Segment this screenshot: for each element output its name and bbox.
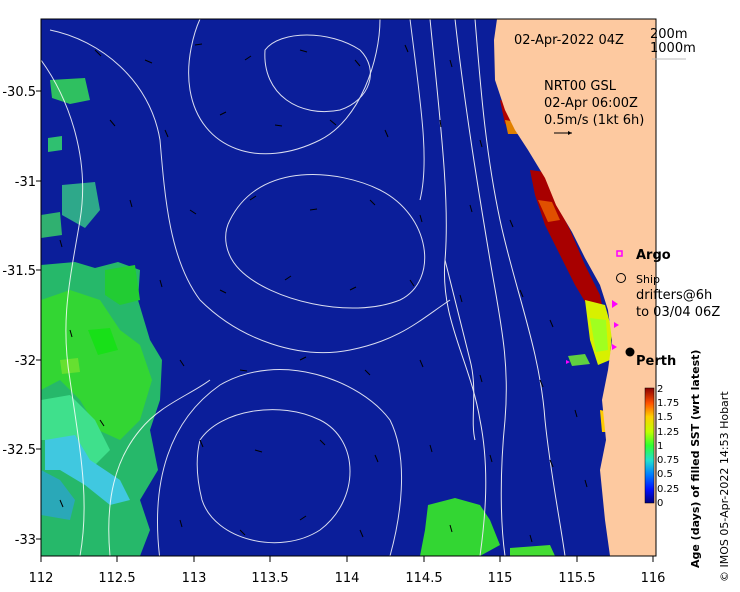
- currents-scale-arrowhead: [568, 131, 572, 135]
- colorbar-tick: 0.5: [657, 469, 673, 480]
- drifters-label-1: drifters@6h: [636, 288, 712, 303]
- axis-tick-marks: [36, 90, 654, 562]
- x-tick-label: 114: [335, 571, 360, 586]
- current-streamlines: [41, 19, 451, 556]
- contour-legend-1000m: 1000m: [650, 41, 696, 56]
- plot-frame: [40, 18, 657, 557]
- ship-icon: [616, 273, 626, 283]
- colorbar-tick: 1: [657, 441, 663, 452]
- ship-label: Ship: [636, 273, 660, 286]
- y-tick-label: -32: [15, 354, 36, 369]
- y-axis: -30.5 -31 -31.5 -32 -32.5 -33: [2, 85, 36, 548]
- header-date: 02-Apr-2022 04Z: [514, 33, 624, 48]
- x-axis: 112 112.5 113 113.5 114 114.5 115 115.5 …: [29, 571, 666, 586]
- land-mass: [494, 19, 656, 556]
- colorbar-tick: 1.5: [657, 412, 673, 423]
- colorbar-tick: 1.25: [657, 427, 679, 438]
- colorbar-tick: 2: [657, 384, 663, 395]
- currents-scale: 0.5m/s (1kt 6h): [544, 113, 644, 128]
- x-tick-label: 112: [29, 571, 54, 586]
- sst-age-patch-south: [420, 498, 500, 556]
- y-tick-label: -31: [15, 175, 36, 190]
- currents-source: NRT00 GSL: [544, 79, 617, 94]
- perth-label: Perth: [636, 354, 676, 369]
- x-tick-label: 115: [488, 571, 513, 586]
- colorbar-ticks: 2 1.75 1.5 1.25 1 0.75 0.5 0.25 0: [657, 384, 679, 509]
- x-tick-label: 113: [182, 571, 207, 586]
- perth-marker[interactable]: [625, 347, 635, 357]
- contour-legend-200m: 200m: [650, 27, 687, 42]
- current-vectors: [59, 43, 588, 543]
- x-tick-label: 115.5: [558, 571, 595, 586]
- x-tick-label: 112.5: [98, 571, 135, 586]
- map-plot-area: [41, 19, 656, 556]
- drifters-label-2: to 03/04 06Z: [636, 305, 720, 320]
- x-tick-label: 113.5: [251, 571, 288, 586]
- sst-age-patch-south-2: [510, 545, 555, 556]
- x-tick-label: 116: [641, 571, 666, 586]
- colorbar-tick: 0.75: [657, 455, 679, 466]
- y-tick-label: -31.5: [2, 264, 36, 279]
- colorbar-title: Age (days) of filled SST (wrt latest): [689, 350, 702, 568]
- bathymetry-contours: [429, 19, 566, 556]
- y-tick-label: -32.5: [2, 443, 36, 458]
- credit-text: © IMOS 05-Apr-2022 14:53 Hobart: [718, 391, 731, 582]
- drifter-markers: [566, 300, 619, 364]
- y-tick-label: -30.5: [2, 85, 36, 100]
- x-tick-label: 114.5: [405, 571, 442, 586]
- colorbar-tick: 1.75: [657, 398, 679, 409]
- colorbar-tick: 0: [657, 498, 663, 509]
- argo-icon: [616, 250, 623, 257]
- currents-time: 02-Apr 06:00Z: [544, 96, 638, 111]
- colorbar: [644, 387, 655, 504]
- y-tick-label: -33: [15, 533, 36, 548]
- colorbar-tick: 0.25: [657, 484, 679, 495]
- argo-label: Argo: [636, 248, 671, 263]
